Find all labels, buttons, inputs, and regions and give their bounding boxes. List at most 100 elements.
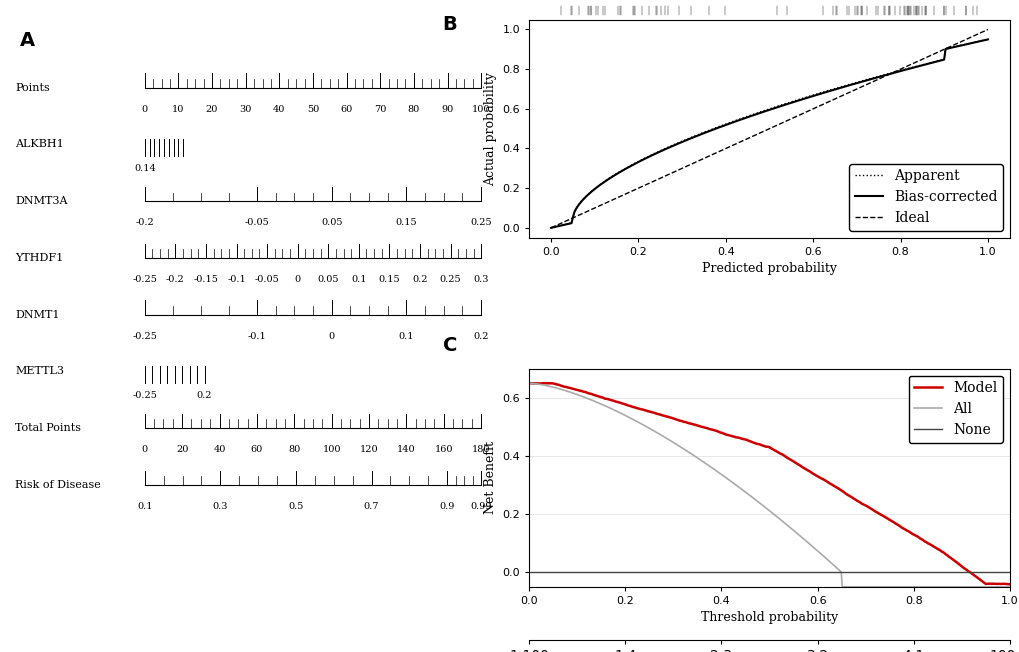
Text: B: B xyxy=(442,15,457,34)
None xyxy=(991,569,1004,576)
None xyxy=(808,569,820,576)
Y-axis label: Net Benefit: Net Benefit xyxy=(483,441,496,514)
Model xyxy=(752,440,764,448)
Text: 0.5: 0.5 xyxy=(288,502,304,511)
Text: 80: 80 xyxy=(408,104,420,113)
Bias-corrected xyxy=(912,62,924,70)
None xyxy=(1003,569,1015,576)
Model xyxy=(993,580,1005,587)
Apparent xyxy=(981,35,994,43)
Text: 0.2: 0.2 xyxy=(197,391,212,400)
Text: 40: 40 xyxy=(213,445,225,454)
Text: 0.7: 0.7 xyxy=(364,502,379,511)
Text: 0: 0 xyxy=(142,104,148,113)
Text: 20: 20 xyxy=(206,104,218,113)
Text: YTHDF1: YTHDF1 xyxy=(15,253,63,263)
Text: 30: 30 xyxy=(239,104,252,113)
Text: -0.05: -0.05 xyxy=(245,218,269,227)
Text: 120: 120 xyxy=(360,445,378,454)
Model xyxy=(917,537,929,545)
Apparent xyxy=(940,44,952,52)
Text: -0.25: -0.25 xyxy=(132,391,157,400)
Text: 0.2: 0.2 xyxy=(412,275,427,284)
All xyxy=(917,583,929,591)
Y-axis label: Actual probability: Actual probability xyxy=(483,72,496,186)
Text: 0.15: 0.15 xyxy=(378,275,399,284)
Line: Model: Model xyxy=(529,383,1009,584)
Bias-corrected xyxy=(811,91,823,98)
Text: 0.14: 0.14 xyxy=(133,164,156,173)
All xyxy=(993,583,1005,591)
Apparent xyxy=(804,92,816,100)
X-axis label: Threshold probability: Threshold probability xyxy=(700,612,838,625)
Text: -0.15: -0.15 xyxy=(194,275,218,284)
Text: 0.2: 0.2 xyxy=(473,331,488,340)
Bias-corrected xyxy=(981,35,994,43)
Text: DNMT3A: DNMT3A xyxy=(15,196,67,206)
Text: DNMT1: DNMT1 xyxy=(15,310,59,319)
Text: 0.05: 0.05 xyxy=(321,218,342,227)
Text: 0.1: 0.1 xyxy=(137,502,153,511)
Bias-corrected xyxy=(544,224,556,231)
Text: 0.15: 0.15 xyxy=(395,218,417,227)
Model xyxy=(538,379,550,387)
Text: -0.1: -0.1 xyxy=(227,275,246,284)
Legend: Model, All, None: Model, All, None xyxy=(908,376,1002,443)
Text: 160: 160 xyxy=(434,445,452,454)
Text: 0.3: 0.3 xyxy=(212,502,228,511)
Text: 60: 60 xyxy=(340,104,353,113)
Line: All: All xyxy=(529,383,1009,587)
Text: 0.05: 0.05 xyxy=(317,275,338,284)
Text: 0.1: 0.1 xyxy=(398,331,414,340)
Text: 10: 10 xyxy=(172,104,184,113)
Model xyxy=(784,456,796,464)
Text: 60: 60 xyxy=(251,445,263,454)
Model xyxy=(754,441,766,449)
All xyxy=(751,497,763,505)
Text: 80: 80 xyxy=(287,445,301,454)
Text: -0.25: -0.25 xyxy=(132,331,157,340)
Text: 100: 100 xyxy=(322,445,340,454)
Text: 0.25: 0.25 xyxy=(470,218,491,227)
Bias-corrected xyxy=(804,93,816,100)
Model xyxy=(1003,580,1015,588)
None xyxy=(523,569,535,576)
Text: ALKBH1: ALKBH1 xyxy=(15,140,64,149)
Text: 0.99: 0.99 xyxy=(470,502,491,511)
All xyxy=(808,545,820,553)
Text: 0.1: 0.1 xyxy=(351,275,366,284)
Text: Risk of Disease: Risk of Disease xyxy=(15,480,101,490)
Text: -0.2: -0.2 xyxy=(166,275,184,284)
Bias-corrected xyxy=(546,224,558,231)
Model xyxy=(523,379,535,387)
Text: -0.2: -0.2 xyxy=(136,218,154,227)
Text: 20: 20 xyxy=(176,445,189,454)
Apparent xyxy=(544,224,556,231)
All xyxy=(836,583,848,591)
Model xyxy=(809,471,821,479)
None xyxy=(751,569,763,576)
Legend: Apparent, Bias-corrected, Ideal: Apparent, Bias-corrected, Ideal xyxy=(849,164,1002,231)
All xyxy=(783,523,795,531)
Text: 90: 90 xyxy=(441,104,453,113)
Text: 180: 180 xyxy=(472,445,490,454)
Text: Total Points: Total Points xyxy=(15,423,81,433)
Text: 0: 0 xyxy=(328,331,334,340)
Text: 40: 40 xyxy=(273,104,285,113)
None xyxy=(783,569,795,576)
Text: METTL3: METTL3 xyxy=(15,366,64,376)
Apparent xyxy=(546,224,558,231)
Text: 0: 0 xyxy=(294,275,301,284)
Text: 50: 50 xyxy=(307,104,319,113)
Text: A: A xyxy=(19,31,35,50)
Apparent xyxy=(912,62,924,70)
Line: Apparent: Apparent xyxy=(550,39,987,228)
Text: 140: 140 xyxy=(396,445,416,454)
All xyxy=(753,499,765,507)
Apparent xyxy=(811,89,823,97)
Bias-corrected xyxy=(940,45,952,53)
Text: 0.9: 0.9 xyxy=(439,502,454,511)
Bias-corrected xyxy=(803,93,815,101)
None xyxy=(753,569,765,576)
Text: 100: 100 xyxy=(472,104,490,113)
